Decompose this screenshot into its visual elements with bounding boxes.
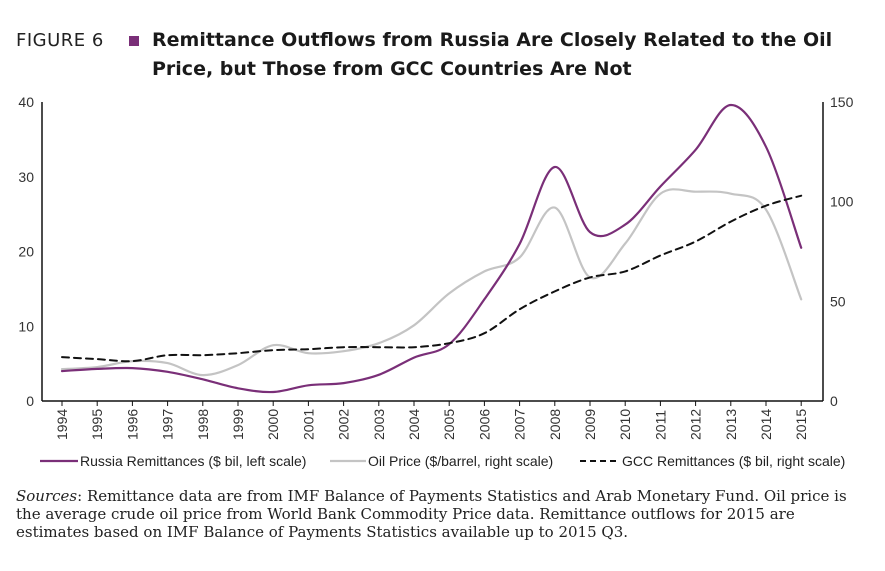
x-tick-label: 2012 [688,409,704,440]
x-tick-label: 2009 [582,409,598,440]
x-tick-label: 2011 [652,410,668,440]
left-tick-label: 0 [26,393,34,409]
oil-price-line [60,188,803,377]
right-tick-label: 0 [830,393,838,409]
x-tick-label: 2002 [336,409,352,440]
legend-label: GCC Remittances ($ bil, right scale) [622,453,845,469]
x-tick-label: 1997 [160,409,176,440]
x-tick-label: 2007 [512,409,528,440]
x-tick-label: 1995 [89,409,105,440]
legend-label: Oil Price ($/barrel, right scale) [368,453,553,469]
left-tick-label: 40 [18,94,34,110]
x-tick-label: 1999 [230,409,246,440]
sources-note: Sources: Remittance data are from IMF Ba… [16,487,871,541]
sources-label: Sources [16,487,78,505]
left-tick-label: 10 [18,318,34,334]
figure-marker-square [129,36,139,46]
sources-text: : Remittance data are from IMF Balance o… [16,487,847,541]
russia-remittances-line [60,103,803,394]
x-tick-label: 2010 [617,409,633,440]
right-tick-label: 150 [830,94,854,110]
chart-legend: Russia Remittances ($ bil, left scale) Oi… [40,453,845,469]
figure-title: Remittance Outflows from Russia Are Clos… [152,29,833,80]
figure-label: FIGURE 6 [16,30,104,51]
x-tick-label: 1996 [124,409,140,440]
left-tick-label: 30 [18,169,34,185]
x-tick-label: 2001 [300,409,316,440]
x-tick-labels: 1994 1995 1996 1997 1998 1999 2000 2001 2002 2003… [54,409,809,440]
legend-label: Russia Remittances ($ bil, left scale) [80,453,306,469]
chart-axes: 0 10 20 30 40 0 50 100 150 [18,94,853,409]
x-tick-label: 1994 [54,409,70,440]
x-tick-label: 2006 [476,409,492,440]
right-tick-label: 50 [830,293,846,309]
x-tick-label: 2015 [793,409,809,440]
x-tick-label: 1998 [195,409,211,440]
x-tick-label: 2008 [547,409,563,440]
right-tick-label: 100 [830,194,854,210]
x-tick-label: 2004 [406,409,422,440]
chart-lines [60,103,803,394]
gcc-remittances-line [61,194,803,363]
x-tick-label: 2003 [371,409,387,440]
x-tick-label: 2000 [265,409,281,440]
left-tick-label: 20 [18,244,34,260]
x-tick-label: 2005 [441,409,457,440]
x-tick-label: 2014 [758,409,774,440]
x-tick-label: 2013 [723,409,739,440]
